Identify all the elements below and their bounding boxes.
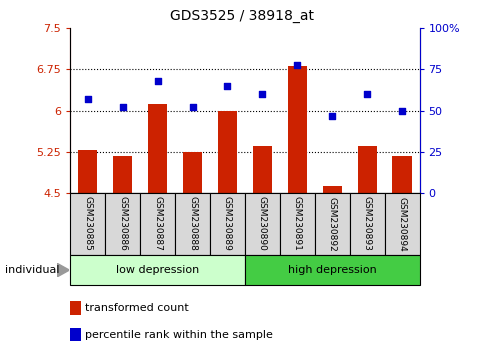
Text: GSM230893: GSM230893 — [362, 196, 371, 251]
Text: GSM230885: GSM230885 — [83, 196, 92, 251]
Bar — [349, 193, 384, 255]
Text: GSM230887: GSM230887 — [153, 196, 162, 251]
Text: GSM230888: GSM230888 — [188, 196, 197, 251]
Bar — [113, 156, 132, 193]
Text: high depression: high depression — [287, 265, 376, 275]
Bar — [70, 193, 105, 255]
Text: GSM230891: GSM230891 — [292, 196, 301, 251]
Bar — [210, 193, 244, 255]
Point — [84, 96, 91, 102]
Bar — [78, 150, 97, 193]
Bar — [244, 193, 279, 255]
Point — [153, 78, 161, 84]
Point — [363, 91, 370, 97]
Point — [397, 108, 405, 114]
Text: GDS3525 / 38918_at: GDS3525 / 38918_at — [170, 9, 314, 23]
Bar — [140, 193, 175, 255]
Bar — [105, 193, 140, 255]
Point — [223, 83, 231, 89]
Point — [293, 62, 301, 67]
Bar — [175, 193, 210, 255]
Point — [188, 104, 196, 110]
Polygon shape — [57, 263, 69, 277]
Point — [328, 113, 335, 118]
Bar — [148, 104, 167, 193]
Bar — [287, 65, 306, 193]
Bar — [357, 146, 376, 193]
Text: GSM230889: GSM230889 — [223, 196, 231, 251]
Point — [258, 91, 266, 97]
Bar — [217, 111, 237, 193]
Bar — [182, 152, 202, 193]
Bar — [252, 146, 272, 193]
Bar — [392, 156, 411, 193]
Text: GSM230886: GSM230886 — [118, 196, 127, 251]
Text: individual: individual — [5, 265, 59, 275]
Bar — [314, 193, 349, 255]
Point — [119, 104, 126, 110]
Text: GSM230890: GSM230890 — [257, 196, 266, 251]
Bar — [384, 193, 419, 255]
Text: GSM230894: GSM230894 — [397, 196, 406, 251]
Text: percentile rank within the sample: percentile rank within the sample — [85, 330, 272, 339]
Bar — [70, 255, 244, 285]
Text: transformed count: transformed count — [85, 303, 188, 313]
Bar — [322, 186, 341, 193]
Text: low depression: low depression — [116, 265, 199, 275]
Bar — [279, 193, 314, 255]
Bar — [244, 255, 419, 285]
Text: GSM230892: GSM230892 — [327, 196, 336, 251]
